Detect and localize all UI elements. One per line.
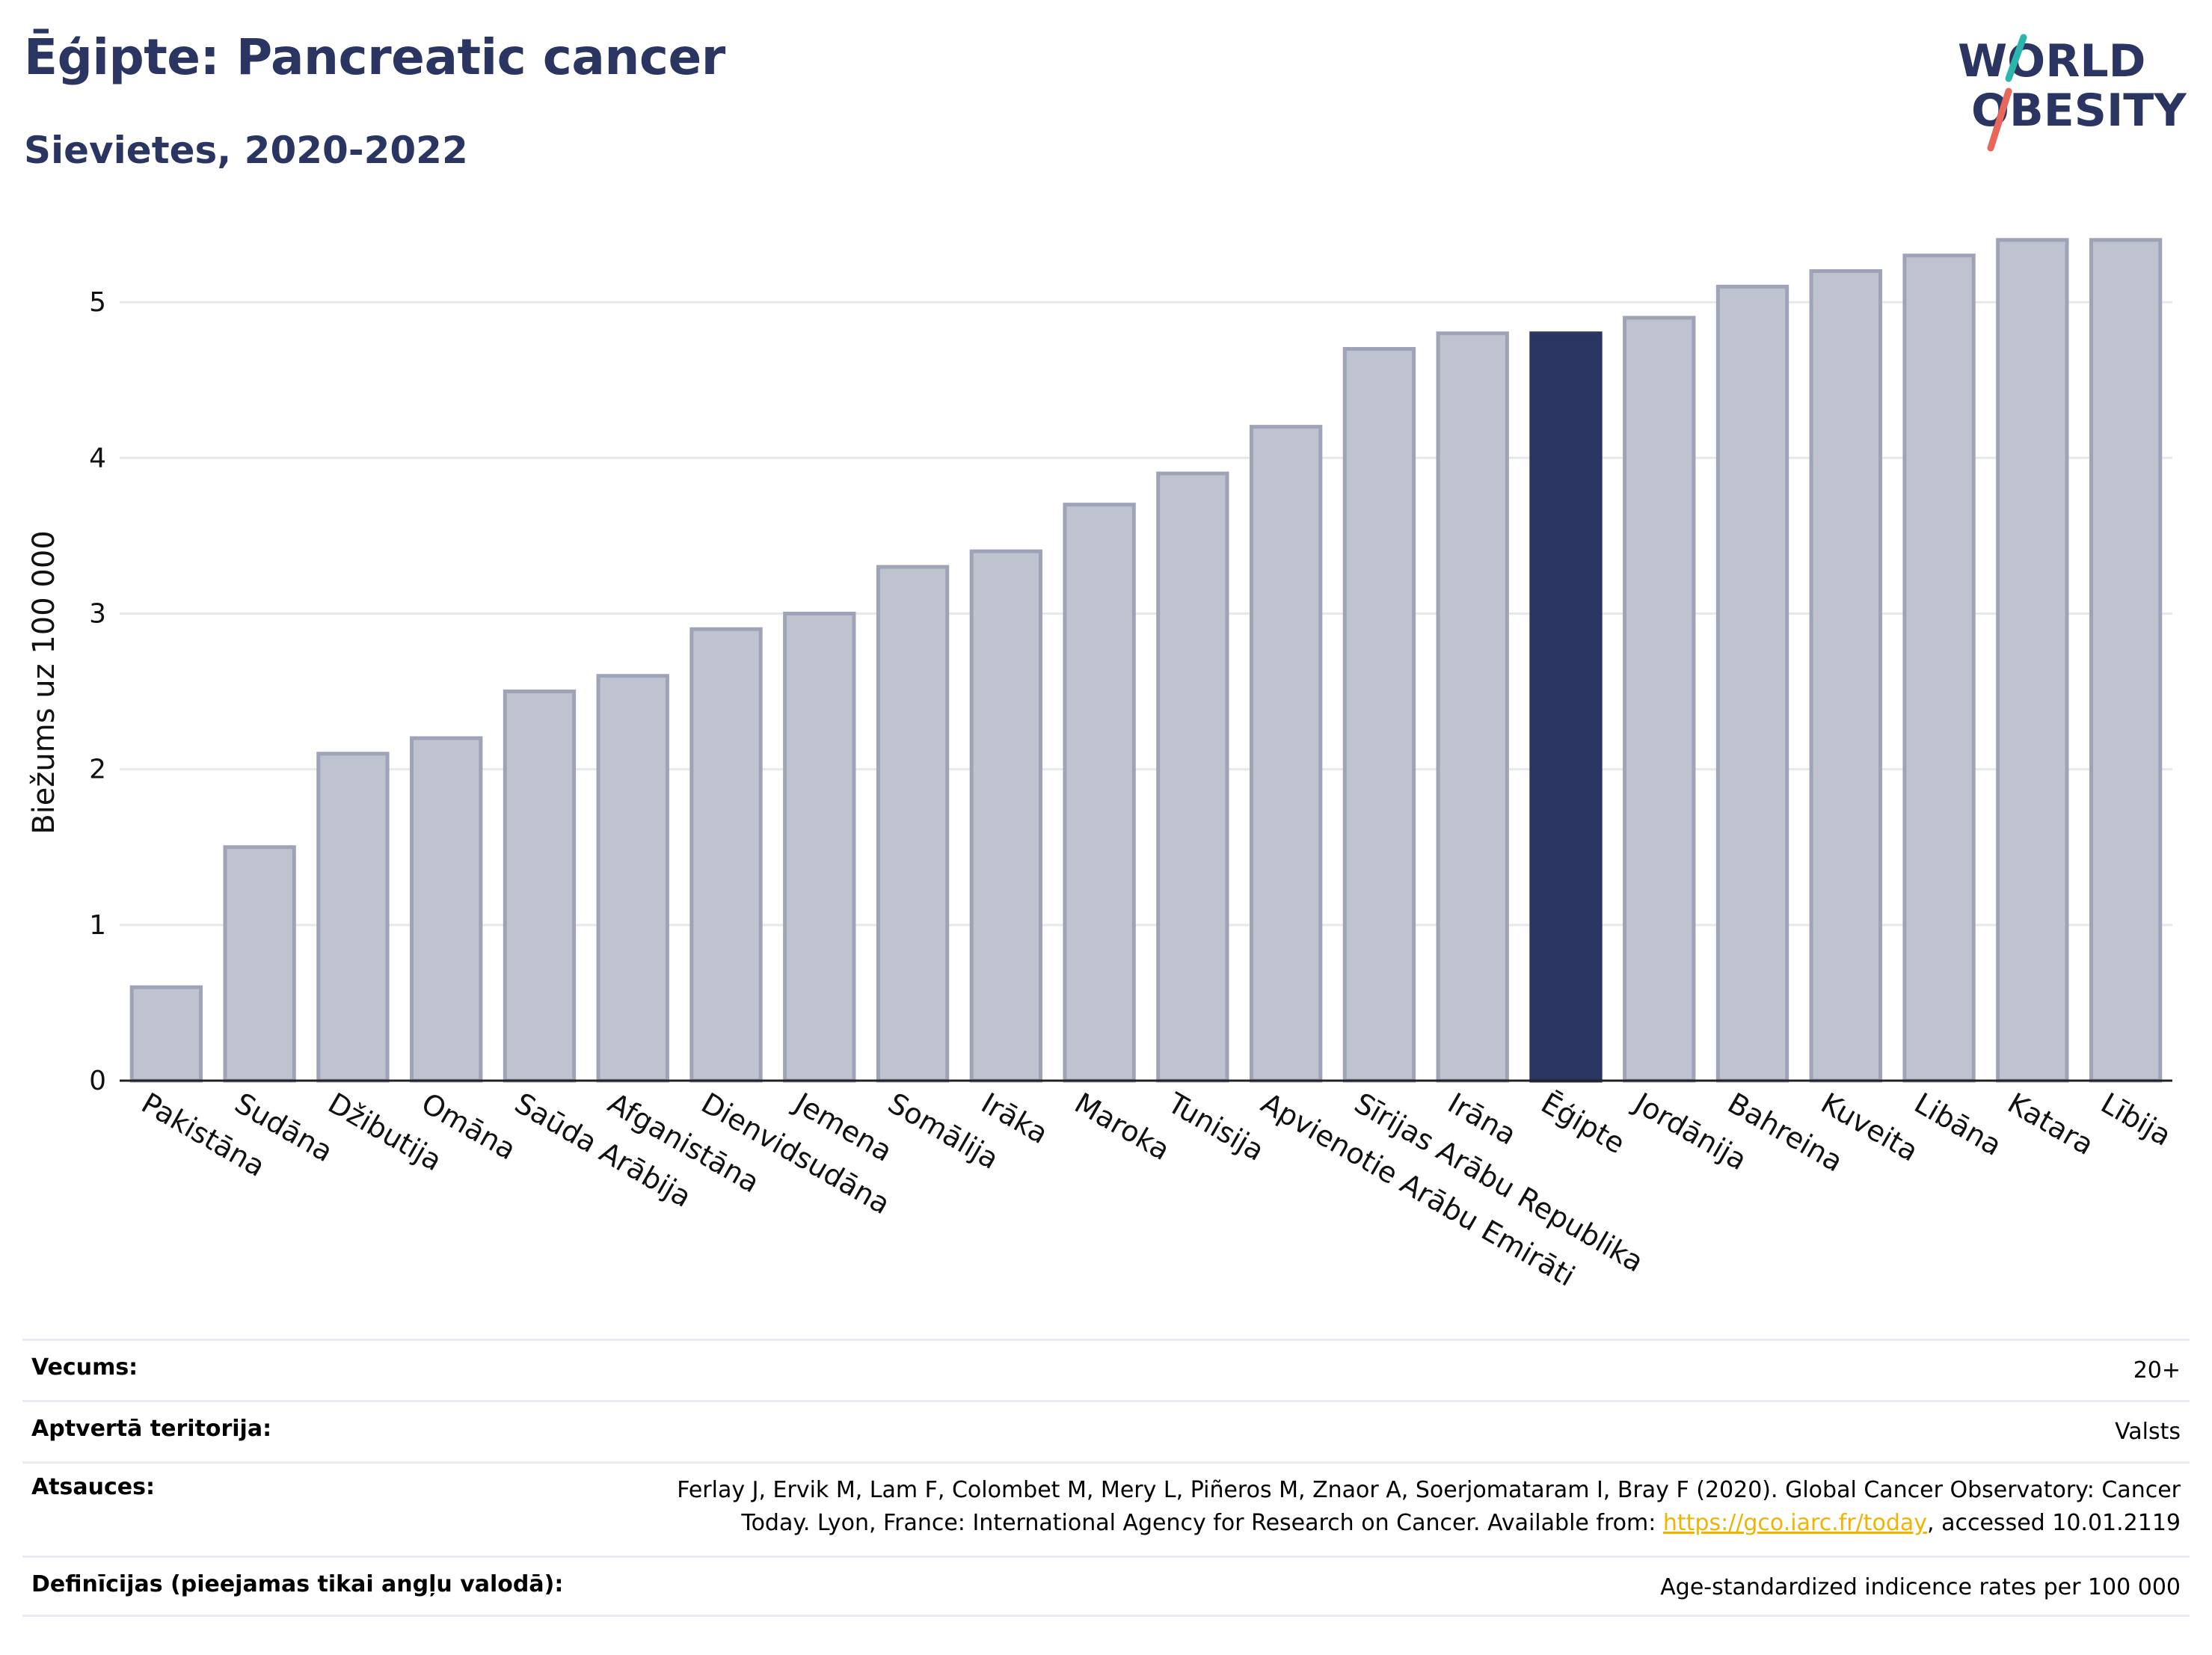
info-value: Valsts xyxy=(2115,1419,2181,1445)
info-label: Atsauces: xyxy=(31,1474,155,1500)
bar xyxy=(503,690,577,1083)
chart-subtitle: Sievietes, 2020-2022 xyxy=(24,129,468,172)
info-value: Ferlay J, Ervik M, Lam F, Colombet M, Me… xyxy=(677,1474,2181,1540)
bar xyxy=(876,565,950,1083)
reference-line2-end: , accessed 10.01.2119 xyxy=(1927,1510,2181,1536)
info-label: Aptvertā teritorija: xyxy=(31,1416,272,1442)
bar xyxy=(1063,503,1136,1083)
bar xyxy=(1715,284,1789,1083)
bar xyxy=(1996,238,2069,1083)
bar xyxy=(689,627,763,1083)
info-row-territory: Aptvertā teritorija: Valsts xyxy=(22,1400,2190,1461)
bar xyxy=(1156,471,1229,1083)
bar xyxy=(1623,316,1696,1083)
bar xyxy=(316,752,390,1083)
bar xyxy=(129,985,203,1083)
bar xyxy=(969,549,1043,1083)
bar xyxy=(410,736,483,1083)
info-row-references: Atsauces: Ferlay J, Ervik M, Lam F, Colo… xyxy=(22,1461,2190,1556)
world-obesity-logo: WORLD OBESITY xyxy=(1958,34,2187,152)
info-row-age: Vecums: 20+ xyxy=(22,1339,2190,1400)
y-tick-label: 1 xyxy=(89,910,106,941)
reference-link[interactable]: https://gco.iarc.fr/today xyxy=(1662,1510,1928,1536)
info-label: Vecums: xyxy=(31,1354,138,1381)
info-row-definitions: Definīcijas (pieejamas tikai angļu valod… xyxy=(22,1556,2190,1617)
x-tick-label: Ēģipte xyxy=(1535,1087,1630,1161)
bar xyxy=(1902,254,1976,1083)
x-tick-label: Maroka xyxy=(1069,1087,1176,1167)
bar xyxy=(2089,238,2163,1083)
y-axis-label: Biežums uz 100 000 xyxy=(27,530,61,835)
x-tick-label: Lībija xyxy=(2095,1087,2177,1152)
bar xyxy=(1436,331,1509,1083)
bar xyxy=(1809,268,1882,1083)
x-tick-label: Katara xyxy=(2002,1087,2099,1161)
y-tick-label: 5 xyxy=(89,287,106,318)
bar xyxy=(596,674,669,1083)
y-tick-label: 3 xyxy=(89,598,106,629)
info-table: Vecums: 20+ Aptvertā teritorija: Valsts … xyxy=(22,1339,2190,1617)
bar xyxy=(1249,425,1323,1083)
bar xyxy=(223,845,296,1083)
info-value: Age-standardized indicence rates per 100… xyxy=(1660,1574,2181,1600)
x-tick-label: Libāna xyxy=(1909,1087,2008,1162)
logo-teal-stroke xyxy=(2005,34,2027,82)
reference-line1: Ferlay J, Ervik M, Lam F, Colombet M, Me… xyxy=(677,1477,2181,1503)
bar-highlight xyxy=(1529,331,1603,1083)
y-tick-label: 2 xyxy=(89,755,106,785)
y-tick-label: 4 xyxy=(89,443,106,473)
logo-line1: WORLD xyxy=(1958,35,2145,87)
info-value: 20+ xyxy=(2133,1357,2181,1384)
info-label: Definīcijas (pieejamas tikai angļu valod… xyxy=(31,1571,564,1597)
logo-red-stroke xyxy=(1987,87,2012,152)
reference-line2: Today. Lyon, France: International Agenc… xyxy=(741,1510,1663,1536)
chart-title: Ēģipte: Pancreatic cancer xyxy=(24,28,725,86)
y-tick-label: 0 xyxy=(89,1066,106,1096)
bar xyxy=(783,611,856,1083)
x-tick-label: Tunisija xyxy=(1162,1086,1270,1167)
bar xyxy=(1342,347,1416,1083)
